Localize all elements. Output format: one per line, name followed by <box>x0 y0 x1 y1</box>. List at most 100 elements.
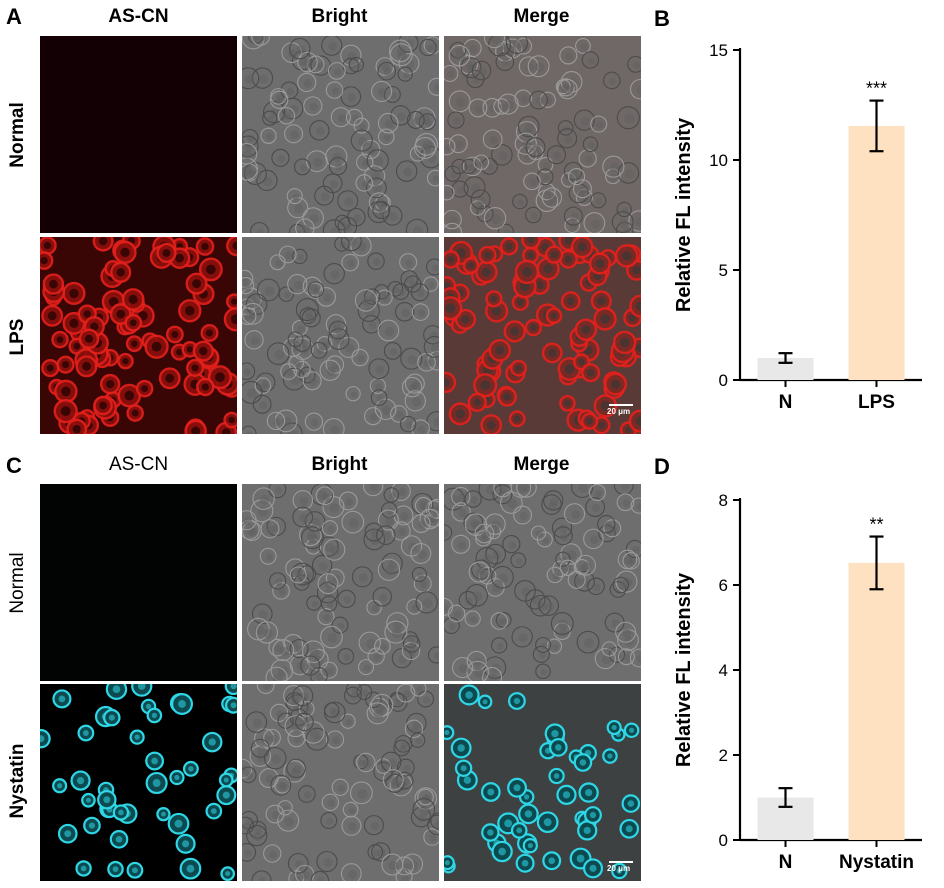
cell-nucleus <box>326 667 334 675</box>
cell-outline <box>277 809 300 832</box>
cell-nucleus <box>273 418 281 426</box>
cell-nucleus <box>600 314 610 324</box>
cell-outline <box>511 626 533 648</box>
cell-nucleus <box>329 503 340 513</box>
cell-nucleus <box>397 112 406 121</box>
cell-outline <box>324 702 340 718</box>
cell-nucleus <box>323 614 331 622</box>
cell-nucleus <box>486 420 496 430</box>
cell-outline <box>251 603 273 625</box>
cell-nucleus <box>69 288 79 299</box>
cell-nucleus <box>174 819 183 828</box>
cell-outline <box>366 177 387 199</box>
cell-outline <box>314 185 335 206</box>
cell-nucleus <box>309 647 320 658</box>
cell-fluorescence <box>628 409 641 433</box>
cell-nucleus <box>405 259 413 268</box>
cell-nucleus <box>495 345 505 355</box>
cell-nucleus <box>429 331 438 340</box>
cell-nucleus <box>489 136 498 145</box>
cell-nucleus <box>391 628 402 639</box>
cell-nucleus <box>373 709 384 720</box>
cell-nucleus <box>472 520 482 531</box>
cell-nucleus <box>80 865 87 872</box>
cell-nucleus <box>375 199 385 208</box>
cell-nucleus <box>384 326 395 337</box>
cell-nucleus <box>636 301 641 311</box>
cell-outline <box>337 589 356 609</box>
cell-nucleus <box>449 229 458 233</box>
cell-outline <box>310 341 328 359</box>
cell-outline <box>331 616 349 634</box>
cell-outline <box>473 154 490 171</box>
cell-outline <box>334 214 351 231</box>
cell-nucleus <box>425 44 433 53</box>
cell-nucleus <box>258 877 267 881</box>
cell-nucleus <box>64 830 72 838</box>
cell-outline <box>300 526 324 550</box>
cell-nucleus <box>337 113 347 123</box>
cell-nucleus <box>513 415 521 422</box>
cell-nucleus <box>413 226 423 233</box>
cell-nucleus <box>263 176 273 186</box>
cell-nucleus <box>264 286 275 296</box>
cell-nucleus <box>622 577 633 588</box>
cell-outline <box>553 526 573 546</box>
cell-outline <box>392 283 410 300</box>
cell-nucleus <box>518 633 528 643</box>
cell-nucleus <box>186 346 194 353</box>
cell-nucleus <box>289 104 299 115</box>
cell-nucleus <box>201 242 209 251</box>
cell-outline <box>514 579 536 602</box>
cell-nucleus <box>540 669 548 676</box>
cell-nucleus <box>374 156 384 167</box>
cell-outline <box>351 348 369 367</box>
cell-outline <box>295 218 315 233</box>
cell-outline <box>415 591 438 614</box>
cell-nucleus <box>331 87 340 95</box>
cell-nucleus <box>408 641 417 649</box>
cell-outline <box>263 746 287 770</box>
cell-nucleus <box>564 237 573 245</box>
cell-nucleus <box>388 860 399 871</box>
cell-outline <box>557 120 574 136</box>
cell-outline <box>419 508 439 530</box>
cell-outline <box>410 732 426 748</box>
y-tick-label: 10 <box>709 151 728 170</box>
cell-outline <box>575 38 591 54</box>
cell-nucleus <box>230 684 237 690</box>
cell-outline <box>321 520 339 537</box>
cell-fluorescence <box>226 237 237 257</box>
cell-nucleus <box>401 308 410 317</box>
cell-nucleus <box>483 251 492 259</box>
cell-nucleus <box>517 484 527 494</box>
cell-nucleus <box>545 602 555 611</box>
cell-nucleus <box>510 326 520 336</box>
cell-nucleus <box>82 730 89 736</box>
cell-outline <box>430 812 439 830</box>
cell-nucleus <box>329 707 336 715</box>
cell-nucleus <box>505 242 513 250</box>
cell-nucleus <box>301 871 310 880</box>
cell-nucleus <box>487 788 495 796</box>
cell-nucleus <box>622 628 632 638</box>
cell-nucleus <box>151 757 158 765</box>
cell-nucleus <box>616 868 623 874</box>
cell-outline <box>295 298 319 322</box>
cell-outline <box>300 655 321 676</box>
cell-outline <box>406 111 425 129</box>
cell-nucleus <box>116 309 126 319</box>
cell-nucleus <box>552 644 559 651</box>
cell-outline <box>625 539 641 559</box>
cell-nucleus <box>492 584 501 593</box>
cell-nucleus <box>578 358 585 366</box>
cell-nucleus <box>618 582 626 590</box>
cell-nucleus <box>348 807 355 814</box>
significance-label: *** <box>866 79 887 99</box>
cell-outline <box>475 546 499 570</box>
cell-nucleus <box>453 610 462 619</box>
cell-nucleus <box>455 52 465 62</box>
cell-nucleus <box>258 74 268 84</box>
cell-outline <box>399 415 417 433</box>
cell-nucleus <box>576 854 585 863</box>
